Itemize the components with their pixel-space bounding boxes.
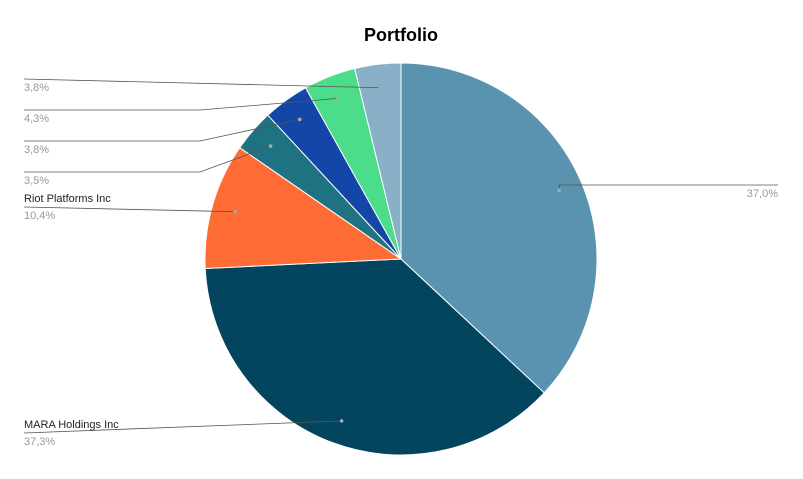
value-label: 4,3%: [24, 113, 49, 125]
leader-dot: [233, 209, 237, 214]
leader-line: [24, 98, 339, 111]
leader-dot: [378, 85, 383, 90]
slice-label: MARA Holdings Inc: [24, 419, 119, 431]
pie-slice: [400, 62, 598, 394]
leader-line: [558, 184, 778, 191]
leader-dot: [268, 144, 273, 148]
pie-slice: [204, 258, 545, 456]
chart-title: Portfolio: [364, 25, 438, 45]
value-label: 10,4%: [24, 210, 55, 222]
value-label: 3,5%: [24, 175, 49, 187]
pie-slice: [354, 62, 402, 260]
pie-slice: [204, 146, 403, 270]
leader-line: [23, 206, 236, 213]
value-label: 3,8%: [24, 144, 49, 156]
value-label: 37,0%: [747, 188, 778, 200]
leader-dot: [297, 117, 302, 122]
leader-dot: [557, 188, 562, 193]
leader-line: [23, 420, 342, 434]
leader-line: [24, 145, 271, 173]
value-label: 3,8%: [24, 82, 49, 94]
leader-dot: [336, 96, 340, 101]
leader-line: [23, 78, 381, 89]
leader-line: [24, 119, 300, 142]
value-label: 37,3%: [24, 436, 55, 448]
leader-dot: [339, 419, 344, 423]
slice-label: Riot Platforms Inc: [24, 193, 111, 205]
